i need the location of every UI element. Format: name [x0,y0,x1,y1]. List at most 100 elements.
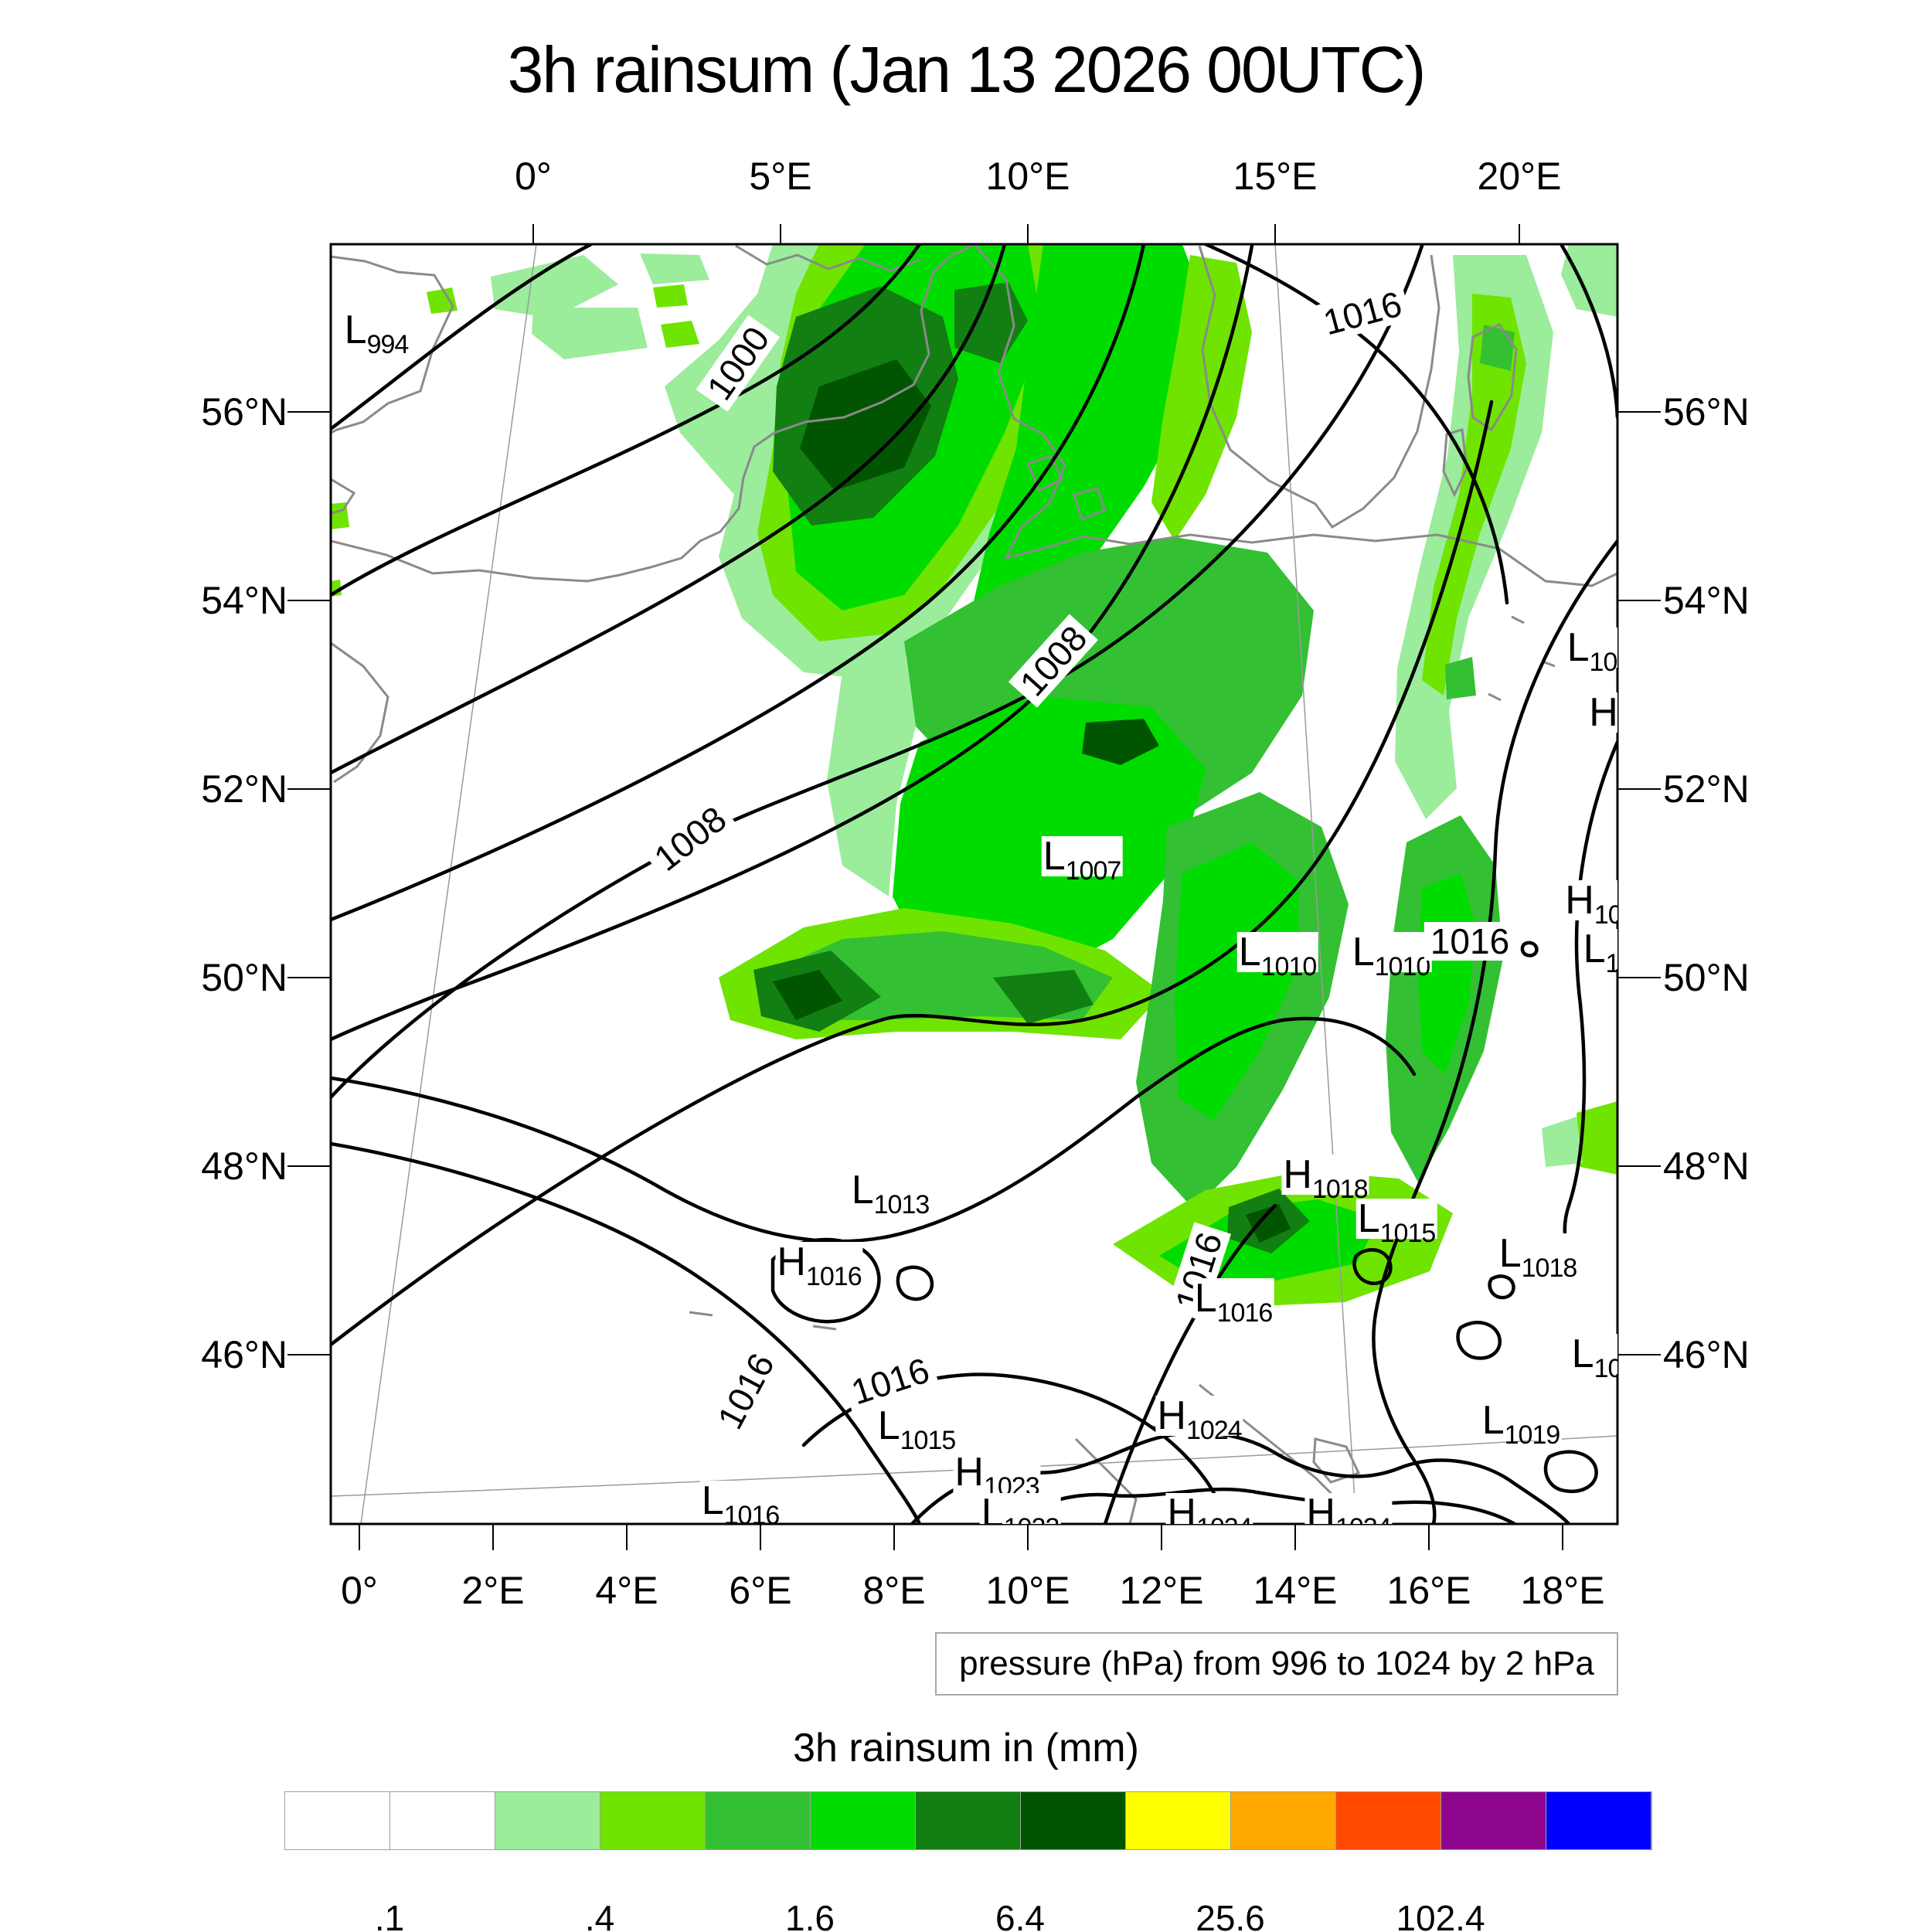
pressure-value: 1013 [873,1190,930,1219]
pressure-contour [896,1265,934,1301]
rainfall-area [640,253,709,284]
rainfall-area [1082,719,1159,765]
low-pressure-label: L1015 [876,1406,957,1454]
pressure-contour [1488,1274,1515,1300]
pressure-contour [331,244,594,431]
rainfall-area [653,284,688,308]
rainfall-area [827,645,916,896]
pressure-letter: H [1589,690,1617,735]
coastline [331,641,389,784]
pressure-value: 1015 [900,1426,957,1455]
pressure-value: 10 [1594,900,1617,930]
coastline [331,478,356,515]
coastline [735,244,922,272]
colorbar-cell [600,1792,706,1849]
pressure-letter: L [1571,1332,1594,1376]
pressure-value: 1018 [1521,1253,1578,1283]
coastline [1074,1437,1138,1524]
coastline [1129,533,1617,587]
low-pressure-label: L1018 [1497,1233,1579,1281]
coastline [1442,428,1468,498]
pressure-contour [331,244,922,597]
axis-tick-label: 56°N [201,390,287,434]
colorbar-tick-label: 6.4 [995,1898,1045,1932]
contour-value-label: 1016 [707,1342,784,1440]
axis-tick-label: 48°N [201,1145,287,1188]
pressure-letter: L [1566,625,1590,670]
colorbar-cell [916,1792,1021,1849]
pressure-letter: L [701,1478,724,1523]
pressure-letter: L [981,1491,1004,1524]
rainfall-area [1445,657,1476,699]
colorbar-tick-label: .1 [374,1898,405,1932]
low-pressure-label: L994 [342,310,410,358]
colorbar-tick-label: 1.6 [785,1898,835,1932]
page-title: 3h rainsum (Jan 13 2026 00UTC) [507,33,1427,106]
axis-tick-label: 10°E [985,155,1070,198]
axis-tick-label: 0° [515,155,552,198]
pressure-value: 1 [1605,949,1618,978]
pressure-contour [1002,1487,1517,1524]
pressure-caption: pressure (hPa) from 996 to 1024 by 2 hPa [935,1632,1618,1696]
axis-tick-label: 16°E [1386,1569,1471,1612]
rainfall-area [773,970,842,1020]
pressure-contour [331,244,1007,775]
pressure-letter: H [1306,1491,1335,1524]
pressure-contour [1559,244,1617,420]
pressure-contour [1372,539,1617,1524]
axis-tick-label: 18°E [1520,1569,1605,1612]
low-pressure-label: L1007 [1041,836,1123,884]
axis-tick-label: 2°E [461,1569,525,1612]
coastline [1073,487,1107,521]
high-pressure-label: H1024 [1165,1493,1253,1524]
colorbar-cell [390,1792,495,1849]
graticule-line [1274,244,1357,1524]
high-pressure-label: H1016 [775,1240,863,1290]
high-pressure-label: H1024 [1304,1491,1393,1524]
high-pressure-label: H [1587,692,1617,733]
rainfall-area [491,255,618,318]
pressure-contour [1456,1321,1502,1360]
pressure-letter: L [851,1168,874,1213]
pressure-value: 1016 [723,1501,781,1524]
pressure-contour [1352,1248,1393,1285]
low-pressure-label: L1013 [849,1168,931,1218]
low-pressure-label: L1016 [1192,1276,1274,1326]
colorbar-cell [1336,1792,1441,1849]
low-pressure-label: L102 [1570,1332,1617,1382]
map-clipped-group [331,244,1617,1524]
pressure-label-layer: L994 1000 1016 1008 1008 L1007 L1010 L1010 1016 L… [331,244,1617,1524]
high-pressure-label: H1023 [953,1452,1041,1500]
colorbar-cell [706,1792,811,1849]
pressure-contour [1543,1450,1598,1494]
contour-value-label: 1016 [1313,282,1412,344]
rainfall-area [993,970,1094,1024]
rainfall-area [1561,244,1617,317]
pressure-letter: H [777,1240,806,1284]
colorbar-cell [1546,1792,1651,1849]
axis-tick-label: 46°N [1663,1333,1750,1376]
axis-tick-label: 12°E [1119,1569,1204,1612]
axis-tick-label: 52°N [201,767,287,811]
low-pressure-label: L1010 [1350,932,1432,980]
pressure-contour [331,244,1254,1042]
axis-tick-label: 10°E [985,1569,1070,1612]
axis-tick-label: 6°E [729,1569,792,1612]
colorbar-cell [1021,1792,1126,1849]
graticule-line [360,244,537,1524]
axis-tick-label: 46°N [201,1333,287,1376]
contour-value-label: 1000 [696,315,781,412]
rainfall-area [1577,1101,1617,1175]
contour-value-label: 1008 [1008,614,1099,708]
coastline [1488,692,1502,702]
pressure-letter: L [1194,1276,1217,1321]
low-pressure-label: L1016 [699,1478,781,1524]
pressure-contour [1520,940,1539,957]
coastline [812,1325,837,1331]
axis-tick-label: 54°N [201,579,287,622]
pressure-value: 1019 [1504,1420,1561,1450]
pressure-letter: L [1583,927,1606,971]
legend-title: 3h rainsum in (mm) [793,1726,1139,1770]
coastline [689,1311,713,1317]
